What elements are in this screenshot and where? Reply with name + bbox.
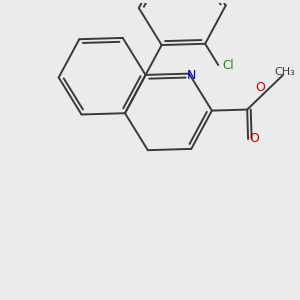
Text: O: O: [255, 81, 265, 94]
Text: O: O: [250, 133, 260, 146]
Text: N: N: [187, 69, 196, 82]
Text: Cl: Cl: [223, 58, 234, 72]
Text: CH₃: CH₃: [274, 67, 295, 77]
